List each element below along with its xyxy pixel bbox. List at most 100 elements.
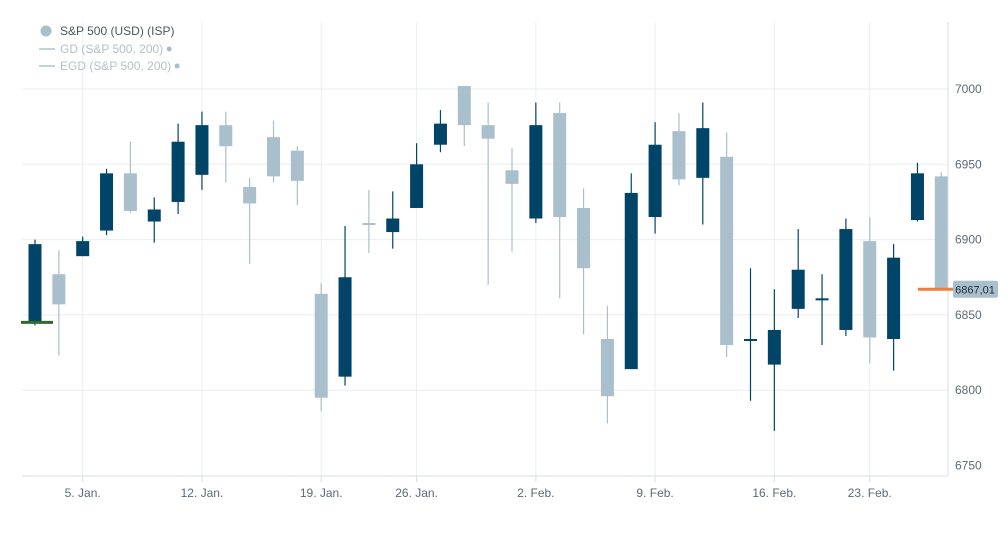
candle-body [52, 274, 66, 305]
y-tick-label: 6950 [955, 157, 982, 171]
candle-up[interactable] [815, 274, 829, 346]
candle-body [243, 186, 257, 204]
y-tick-label: 6800 [955, 383, 982, 397]
candle-down[interactable] [267, 120, 280, 183]
legend-item-gd-200[interactable]: GD (S&P 500, 200) [39, 42, 172, 56]
candle-up[interactable] [147, 197, 161, 243]
candle-body [767, 329, 781, 365]
candle-body [457, 85, 471, 126]
last-value-tag: 6867,01 [953, 280, 998, 298]
candle-down[interactable] [600, 305, 614, 424]
candle-up[interactable] [744, 268, 757, 401]
candle-down[interactable] [290, 146, 304, 205]
y-tick-label: 6850 [955, 308, 982, 322]
y-tick-label: 7000 [955, 82, 982, 96]
candle-up[interactable] [529, 102, 543, 224]
legend-dot-icon [40, 25, 52, 37]
x-tick-label: 5. Jan. [65, 486, 101, 500]
candle-body [290, 150, 304, 181]
marker-layer [21, 287, 953, 324]
x-tick-label: 23. Feb. [848, 486, 892, 500]
candle-body [624, 192, 638, 370]
legend-label: GD (S&P 500, 200) [60, 42, 163, 56]
legend-item-main-series[interactable]: S&P 500 (USD) (ISP) [40, 24, 175, 38]
candle-up[interactable] [767, 289, 781, 431]
axis-layer: 6750 6800 6850 6900 6950 7000 5. Jan. 12. Jan. 1… [22, 22, 982, 500]
candle-down[interactable] [934, 171, 948, 290]
candle-body [887, 257, 901, 339]
candle-down[interactable] [553, 102, 567, 299]
candle-body [195, 125, 209, 175]
candle-up[interactable] [910, 162, 924, 222]
candle-body [672, 131, 686, 180]
candle-up[interactable] [696, 102, 710, 225]
candle-body [100, 173, 114, 231]
x-tick-label: 9. Feb. [636, 486, 673, 500]
candle-body [505, 170, 519, 184]
candle-down[interactable] [314, 283, 328, 412]
candle-body [815, 298, 829, 301]
candle-down[interactable] [577, 188, 591, 335]
candle-layer [28, 85, 948, 431]
candle-body [791, 269, 805, 309]
candle-body [338, 277, 352, 377]
candle-down[interactable] [219, 111, 233, 183]
candle-body [553, 113, 567, 218]
candle-body [696, 128, 710, 178]
candle-up[interactable] [28, 239, 42, 326]
candle-body [600, 338, 614, 397]
candle-up[interactable] [195, 111, 209, 190]
candle-up[interactable] [171, 123, 185, 214]
candle-up[interactable] [887, 244, 901, 371]
legend: S&P 500 (USD) (ISP) GD (S&P 500, 200) EG… [39, 24, 180, 73]
candle-down[interactable] [362, 189, 376, 254]
legend-label: S&P 500 (USD) (ISP) [60, 24, 174, 38]
candle-body [529, 125, 543, 219]
candle-down[interactable] [505, 147, 519, 252]
candle-body [28, 244, 42, 323]
candle-up[interactable] [839, 218, 853, 336]
candle-body [171, 141, 185, 202]
legend-settings-dot-icon[interactable] [174, 63, 180, 69]
candle-body [362, 223, 376, 226]
x-tick-label: 19. Jan. [300, 486, 343, 500]
candle-body [147, 209, 161, 222]
legend-settings-dot-icon[interactable] [166, 46, 172, 52]
candle-body [863, 241, 877, 338]
x-tick-label: 26. Jan. [395, 486, 438, 500]
candle-down[interactable] [672, 113, 686, 186]
candle-body [386, 218, 400, 233]
candle-up[interactable] [410, 143, 424, 208]
candle-up[interactable] [648, 122, 662, 234]
candle-body [410, 164, 424, 208]
candle-down[interactable] [243, 177, 257, 264]
last-value-label: 6867,01 [955, 284, 995, 296]
candle-up[interactable] [338, 226, 352, 386]
candle-down[interactable] [863, 217, 877, 364]
x-tick-label: 16. Feb. [752, 486, 796, 500]
candle-up[interactable] [433, 110, 447, 153]
candle-down[interactable] [457, 85, 471, 147]
candle-down[interactable] [481, 102, 495, 285]
candle-body [934, 176, 948, 290]
candle-up[interactable] [791, 229, 805, 318]
candle-up[interactable] [624, 173, 638, 370]
candle-up[interactable] [100, 168, 114, 236]
x-tick-label: 12. Jan. [181, 486, 224, 500]
candle-down[interactable] [720, 132, 734, 358]
last-value-tag-background [953, 280, 998, 298]
y-tick-label: 6750 [955, 459, 982, 473]
grid-layer [22, 22, 948, 476]
candle-down[interactable] [123, 141, 137, 213]
legend-label: EGD (S&P 500, 200) [60, 59, 171, 73]
legend-item-egd-200[interactable]: EGD (S&P 500, 200) [39, 59, 180, 73]
candle-up[interactable] [76, 236, 90, 257]
candle-body [76, 241, 90, 257]
candle-body [433, 123, 447, 145]
candle-body [123, 173, 137, 211]
candle-body [577, 207, 591, 269]
candle-up[interactable] [386, 191, 400, 249]
candle-down[interactable] [52, 250, 66, 356]
